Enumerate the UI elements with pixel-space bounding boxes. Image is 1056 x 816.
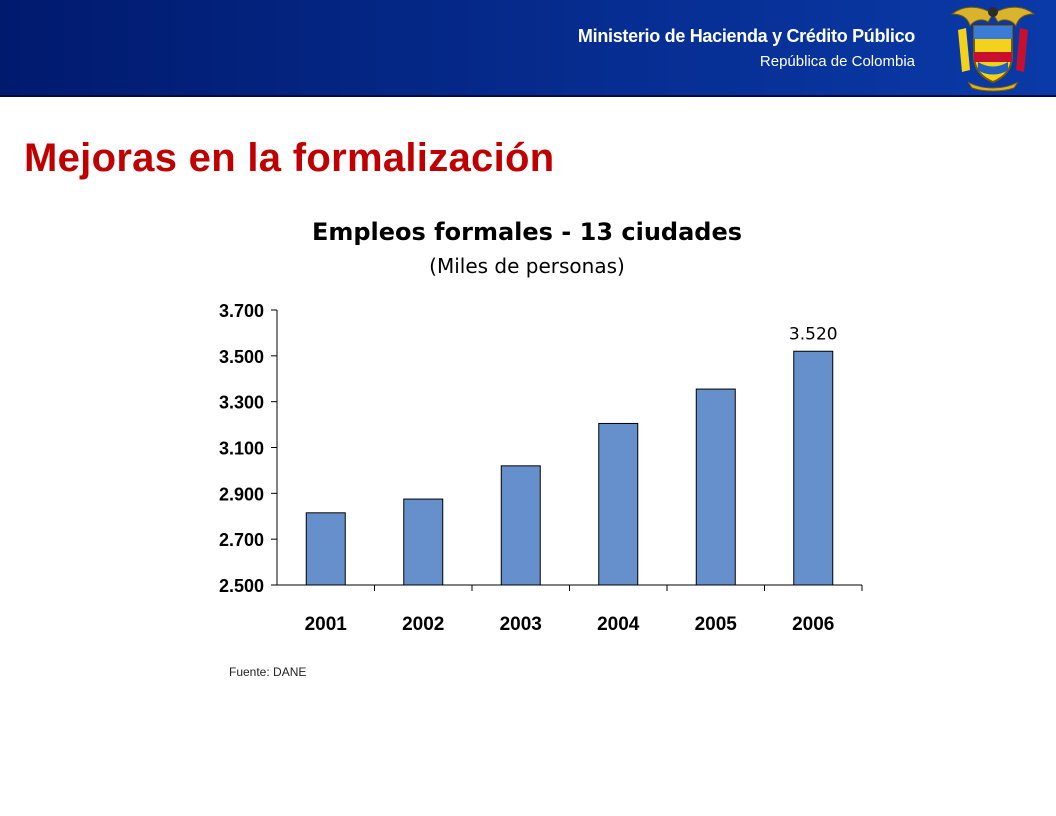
y-tick-label: 3.300: [219, 393, 264, 413]
y-tick-label: 2.900: [219, 484, 264, 504]
y-tick-label: 2.500: [219, 576, 264, 596]
x-tick-label: 2005: [695, 614, 738, 635]
slide-title: Mejoras en la formalización: [24, 136, 555, 180]
chart-title: Empleos formales - 13 ciudades: [312, 218, 742, 246]
colombia-coat-of-arms-icon: [950, 6, 1036, 92]
source-note: Fuente: DANE: [229, 665, 307, 679]
bar-2003: [500, 465, 541, 586]
bar-2005: [695, 388, 736, 586]
republic-name: República de Colombia: [759, 53, 915, 70]
chart-subtitle: (Miles de personas): [429, 254, 625, 278]
slide-header: Ministerio de Hacienda y Crédito Público…: [0, 0, 1056, 97]
y-tick-label: 3.100: [219, 439, 264, 459]
bar-2002: [403, 498, 444, 586]
y-tick-label: 3.700: [219, 301, 264, 321]
ministry-name: Ministerio de Hacienda y Crédito Público: [577, 26, 915, 46]
y-tick-label: 3.500: [219, 347, 264, 367]
x-tick-label: 2006: [792, 614, 834, 635]
x-tick-label: 2001: [305, 614, 348, 635]
y-tick-label: 2.700: [219, 530, 264, 550]
x-tick-label: 2002: [402, 614, 444, 635]
bar-2001: [305, 512, 346, 586]
x-tick-label: 2003: [500, 614, 542, 635]
x-tick-label: 2004: [597, 614, 640, 635]
bar-2004: [598, 422, 639, 586]
data-label-2006: 3.520: [789, 324, 838, 344]
bar-2006: [793, 350, 834, 586]
